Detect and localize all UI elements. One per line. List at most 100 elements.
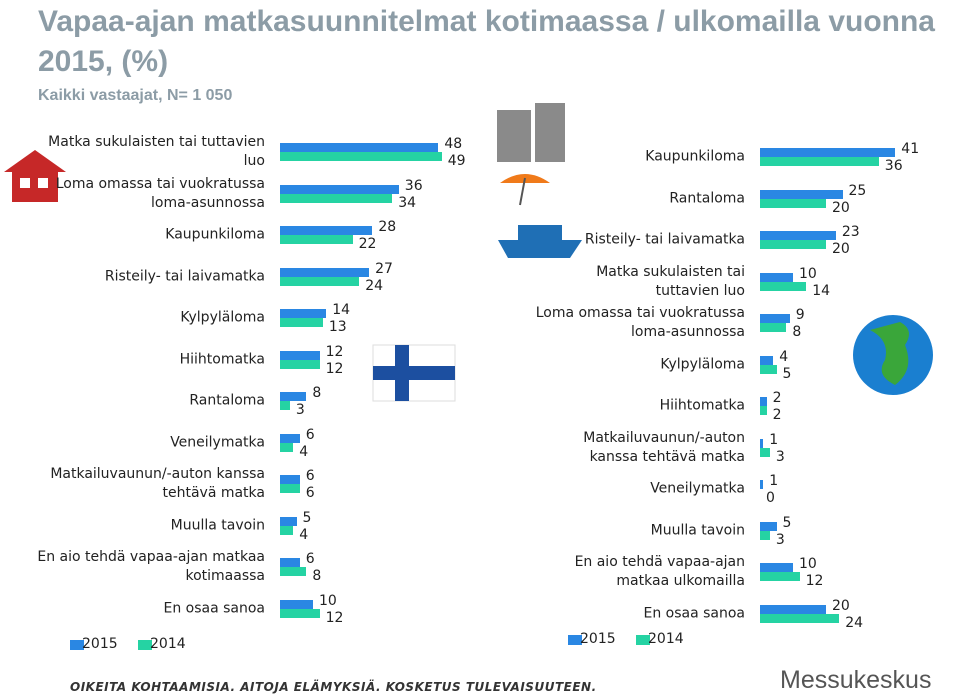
value-label: 8 xyxy=(312,385,322,401)
legend-label: 2014 xyxy=(648,631,684,647)
value-label: 5 xyxy=(782,514,792,531)
category-label: Matkailuvaunun/-auton kanssa tehtävä mat… xyxy=(583,429,745,465)
category-label: Veneilymatka xyxy=(650,480,745,497)
bar xyxy=(280,276,360,286)
value-label: 13 xyxy=(328,319,347,335)
value-label: 2 xyxy=(772,390,782,406)
bar xyxy=(760,613,840,623)
value-label: 14 xyxy=(812,282,831,299)
title: Vapaa-ajan matkasuunnitelmat kotimaassa … xyxy=(38,5,935,78)
category-label: Risteily- tai laivamatka xyxy=(104,268,265,284)
bar xyxy=(280,401,290,410)
bar xyxy=(760,281,807,291)
value-label: 4 xyxy=(779,348,789,365)
bar xyxy=(760,323,787,332)
value-label: 27 xyxy=(375,260,393,277)
category-label: Matka sukulaisten tai tuttavien luo xyxy=(48,134,265,169)
value-label: 24 xyxy=(365,277,384,294)
beach-icon xyxy=(500,174,550,206)
category-label: En aio tehdä vapaa-ajan matkaa ulkomaill… xyxy=(574,554,745,589)
bar xyxy=(280,516,297,526)
value-label: 4 xyxy=(299,443,309,460)
value-label: 9 xyxy=(795,307,805,323)
value-label: 41 xyxy=(901,141,920,157)
bar xyxy=(760,480,764,489)
bar xyxy=(280,599,313,609)
category-label: En aio tehdä vapaa-ajan matkaa kotimaass… xyxy=(37,549,265,584)
value-label: 36 xyxy=(404,177,423,194)
category-label: Kylpyläloma xyxy=(660,356,745,372)
value-label: 12 xyxy=(805,573,824,589)
value-label: 6 xyxy=(305,426,315,443)
value-label: 20 xyxy=(832,199,850,216)
category-label: Veneilymatka xyxy=(170,434,265,450)
value-label: 14 xyxy=(332,302,351,318)
value-label: 3 xyxy=(295,402,305,418)
bar xyxy=(280,143,439,152)
ship-icon xyxy=(498,225,582,258)
value-label: 23 xyxy=(841,224,860,240)
bar xyxy=(280,235,353,244)
value-label: 36 xyxy=(884,158,903,174)
bar xyxy=(280,350,320,360)
bar xyxy=(760,521,777,531)
bar xyxy=(280,318,323,327)
value-label: 12 xyxy=(325,343,344,360)
category-label: Muulla tavoin xyxy=(170,517,265,533)
value-label: 6 xyxy=(305,551,315,567)
bar xyxy=(280,525,294,535)
value-label: 48 xyxy=(444,136,463,152)
bar xyxy=(760,397,767,406)
bar xyxy=(760,240,826,249)
value-label: 34 xyxy=(398,194,417,211)
building-icons xyxy=(497,103,565,162)
bar xyxy=(280,226,373,235)
bar xyxy=(760,314,790,323)
legend-swatch xyxy=(636,635,650,645)
value-label: 1 xyxy=(769,431,779,448)
category-label: Rantaloma xyxy=(669,190,745,206)
value-label: 20 xyxy=(832,241,850,257)
category-label: Matkailuvaunun/-auton kanssa tehtävä mat… xyxy=(50,466,265,501)
bar xyxy=(760,157,879,166)
value-label: 10 xyxy=(799,265,817,282)
bar xyxy=(760,604,826,614)
value-label: 10 xyxy=(799,556,817,572)
legend-swatch xyxy=(568,635,582,645)
value-label: 49 xyxy=(447,153,466,169)
legend-label: 2015 xyxy=(580,631,616,647)
category-label: Loma omassa tai vuokratussa loma-asunnos… xyxy=(55,175,265,211)
legend-label: 2014 xyxy=(150,636,186,652)
category-label: Risteily- tai laivamatka xyxy=(584,231,745,248)
value-label: 28 xyxy=(378,219,397,235)
bar xyxy=(280,359,320,369)
bar xyxy=(280,484,300,493)
bar xyxy=(280,152,442,161)
value-label: 0 xyxy=(766,490,775,506)
category-label: Kaupunkiloma xyxy=(645,148,745,165)
value-label: 5 xyxy=(302,509,312,526)
value-label: 3 xyxy=(775,448,785,465)
value-label: 12 xyxy=(325,609,344,626)
bar xyxy=(760,406,767,415)
bar xyxy=(760,272,793,282)
bar xyxy=(760,355,774,365)
category-label: En osaa sanoa xyxy=(643,605,745,621)
bar xyxy=(760,438,764,448)
bar xyxy=(760,530,770,540)
value-label: 8 xyxy=(312,568,322,584)
category-label: Hiihtomatka xyxy=(179,351,265,367)
legend-swatch xyxy=(138,640,152,650)
bar xyxy=(280,558,300,567)
bar xyxy=(280,309,327,318)
bar xyxy=(280,475,300,484)
category-label: En osaa sanoa xyxy=(163,600,265,616)
footer: OIKEITA KOHTAAMISIA. AITOJA ELÄMYKSIÄ. K… xyxy=(70,680,597,694)
category-label: Matka sukulaisten tai tuttavien luo xyxy=(596,263,745,299)
legend-label: 2015 xyxy=(82,636,118,652)
value-label: 24 xyxy=(845,614,864,631)
bar xyxy=(760,231,836,240)
category-label: Loma omassa tai vuokratussa loma-asunnos… xyxy=(535,305,745,340)
